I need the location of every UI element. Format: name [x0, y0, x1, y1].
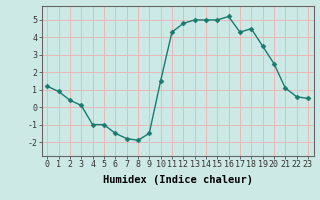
X-axis label: Humidex (Indice chaleur): Humidex (Indice chaleur): [103, 175, 252, 185]
